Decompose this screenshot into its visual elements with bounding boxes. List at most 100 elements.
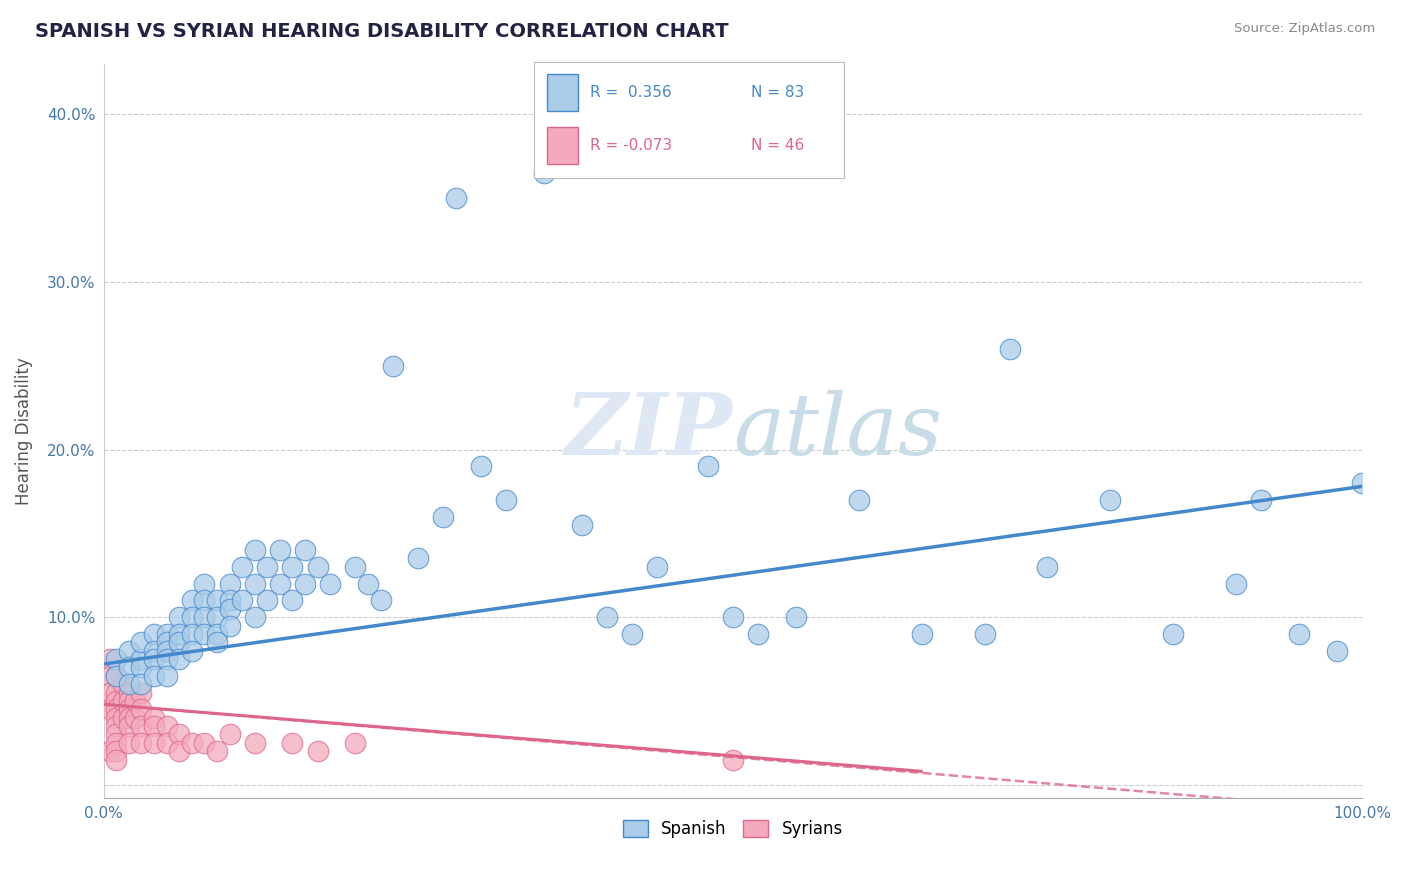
Point: [193, 593, 215, 607]
Point: [167, 652, 190, 666]
Point: [243, 610, 266, 624]
FancyBboxPatch shape: [547, 128, 578, 164]
Point: [256, 593, 278, 607]
Point: [1288, 627, 1310, 641]
Legend: Spanish, Syrians: Spanish, Syrians: [616, 814, 849, 845]
Point: [205, 627, 228, 641]
Point: [143, 643, 166, 657]
Point: [243, 736, 266, 750]
Point: [180, 593, 202, 607]
Point: [105, 753, 128, 767]
Point: [143, 711, 166, 725]
Point: [118, 660, 141, 674]
Point: [281, 593, 304, 607]
Point: [111, 711, 134, 725]
Point: [621, 627, 644, 641]
Point: [218, 727, 240, 741]
Point: [1250, 492, 1272, 507]
Point: [357, 576, 380, 591]
Point: [180, 736, 202, 750]
Point: [973, 627, 995, 641]
Point: [193, 736, 215, 750]
Point: [131, 635, 153, 649]
Point: [118, 694, 141, 708]
Point: [118, 643, 141, 657]
Point: [167, 744, 190, 758]
Point: [167, 610, 190, 624]
Point: [1036, 559, 1059, 574]
Point: [180, 610, 202, 624]
Point: [98, 669, 121, 683]
Point: [596, 610, 619, 624]
Point: [105, 669, 128, 683]
Point: [721, 753, 744, 767]
Point: [281, 559, 304, 574]
Point: [998, 342, 1021, 356]
Point: [143, 669, 166, 683]
Point: [105, 694, 128, 708]
Point: [124, 711, 146, 725]
Point: [105, 744, 128, 758]
Point: [294, 543, 316, 558]
Point: [281, 736, 304, 750]
Point: [111, 694, 134, 708]
Point: [307, 744, 329, 758]
Point: [105, 669, 128, 683]
Point: [370, 593, 392, 607]
Point: [156, 627, 179, 641]
Point: [408, 551, 430, 566]
Point: [294, 576, 316, 591]
Point: [269, 543, 291, 558]
Point: [156, 643, 179, 657]
Point: [118, 685, 141, 699]
Point: [533, 166, 555, 180]
Point: [193, 627, 215, 641]
Point: [231, 593, 253, 607]
Point: [143, 719, 166, 733]
Point: [156, 719, 179, 733]
Point: [124, 694, 146, 708]
Point: [243, 576, 266, 591]
Point: [319, 576, 342, 591]
Point: [696, 459, 718, 474]
Point: [105, 736, 128, 750]
Point: [205, 593, 228, 607]
Point: [143, 627, 166, 641]
Point: [218, 618, 240, 632]
Point: [344, 736, 367, 750]
Text: R = -0.073: R = -0.073: [591, 138, 672, 153]
Point: [180, 627, 202, 641]
Point: [432, 509, 454, 524]
Point: [647, 559, 669, 574]
Point: [131, 677, 153, 691]
Point: [180, 643, 202, 657]
Point: [105, 711, 128, 725]
Point: [205, 744, 228, 758]
Point: [269, 576, 291, 591]
Point: [131, 702, 153, 716]
Point: [910, 627, 932, 641]
Point: [747, 627, 769, 641]
Point: [105, 719, 128, 733]
Point: [131, 719, 153, 733]
Point: [1351, 476, 1374, 491]
Point: [1161, 627, 1184, 641]
Y-axis label: Hearing Disability: Hearing Disability: [15, 357, 32, 505]
Point: [156, 635, 179, 649]
Point: [143, 652, 166, 666]
Text: ZIP: ZIP: [565, 389, 733, 473]
Point: [470, 459, 492, 474]
Point: [131, 652, 153, 666]
Point: [118, 736, 141, 750]
Point: [118, 677, 141, 691]
Point: [444, 191, 467, 205]
Point: [344, 559, 367, 574]
Point: [495, 492, 517, 507]
Point: [205, 635, 228, 649]
Point: [156, 736, 179, 750]
Point: [98, 744, 121, 758]
FancyBboxPatch shape: [547, 74, 578, 112]
Point: [785, 610, 807, 624]
Text: N = 46: N = 46: [751, 138, 804, 153]
Point: [218, 593, 240, 607]
